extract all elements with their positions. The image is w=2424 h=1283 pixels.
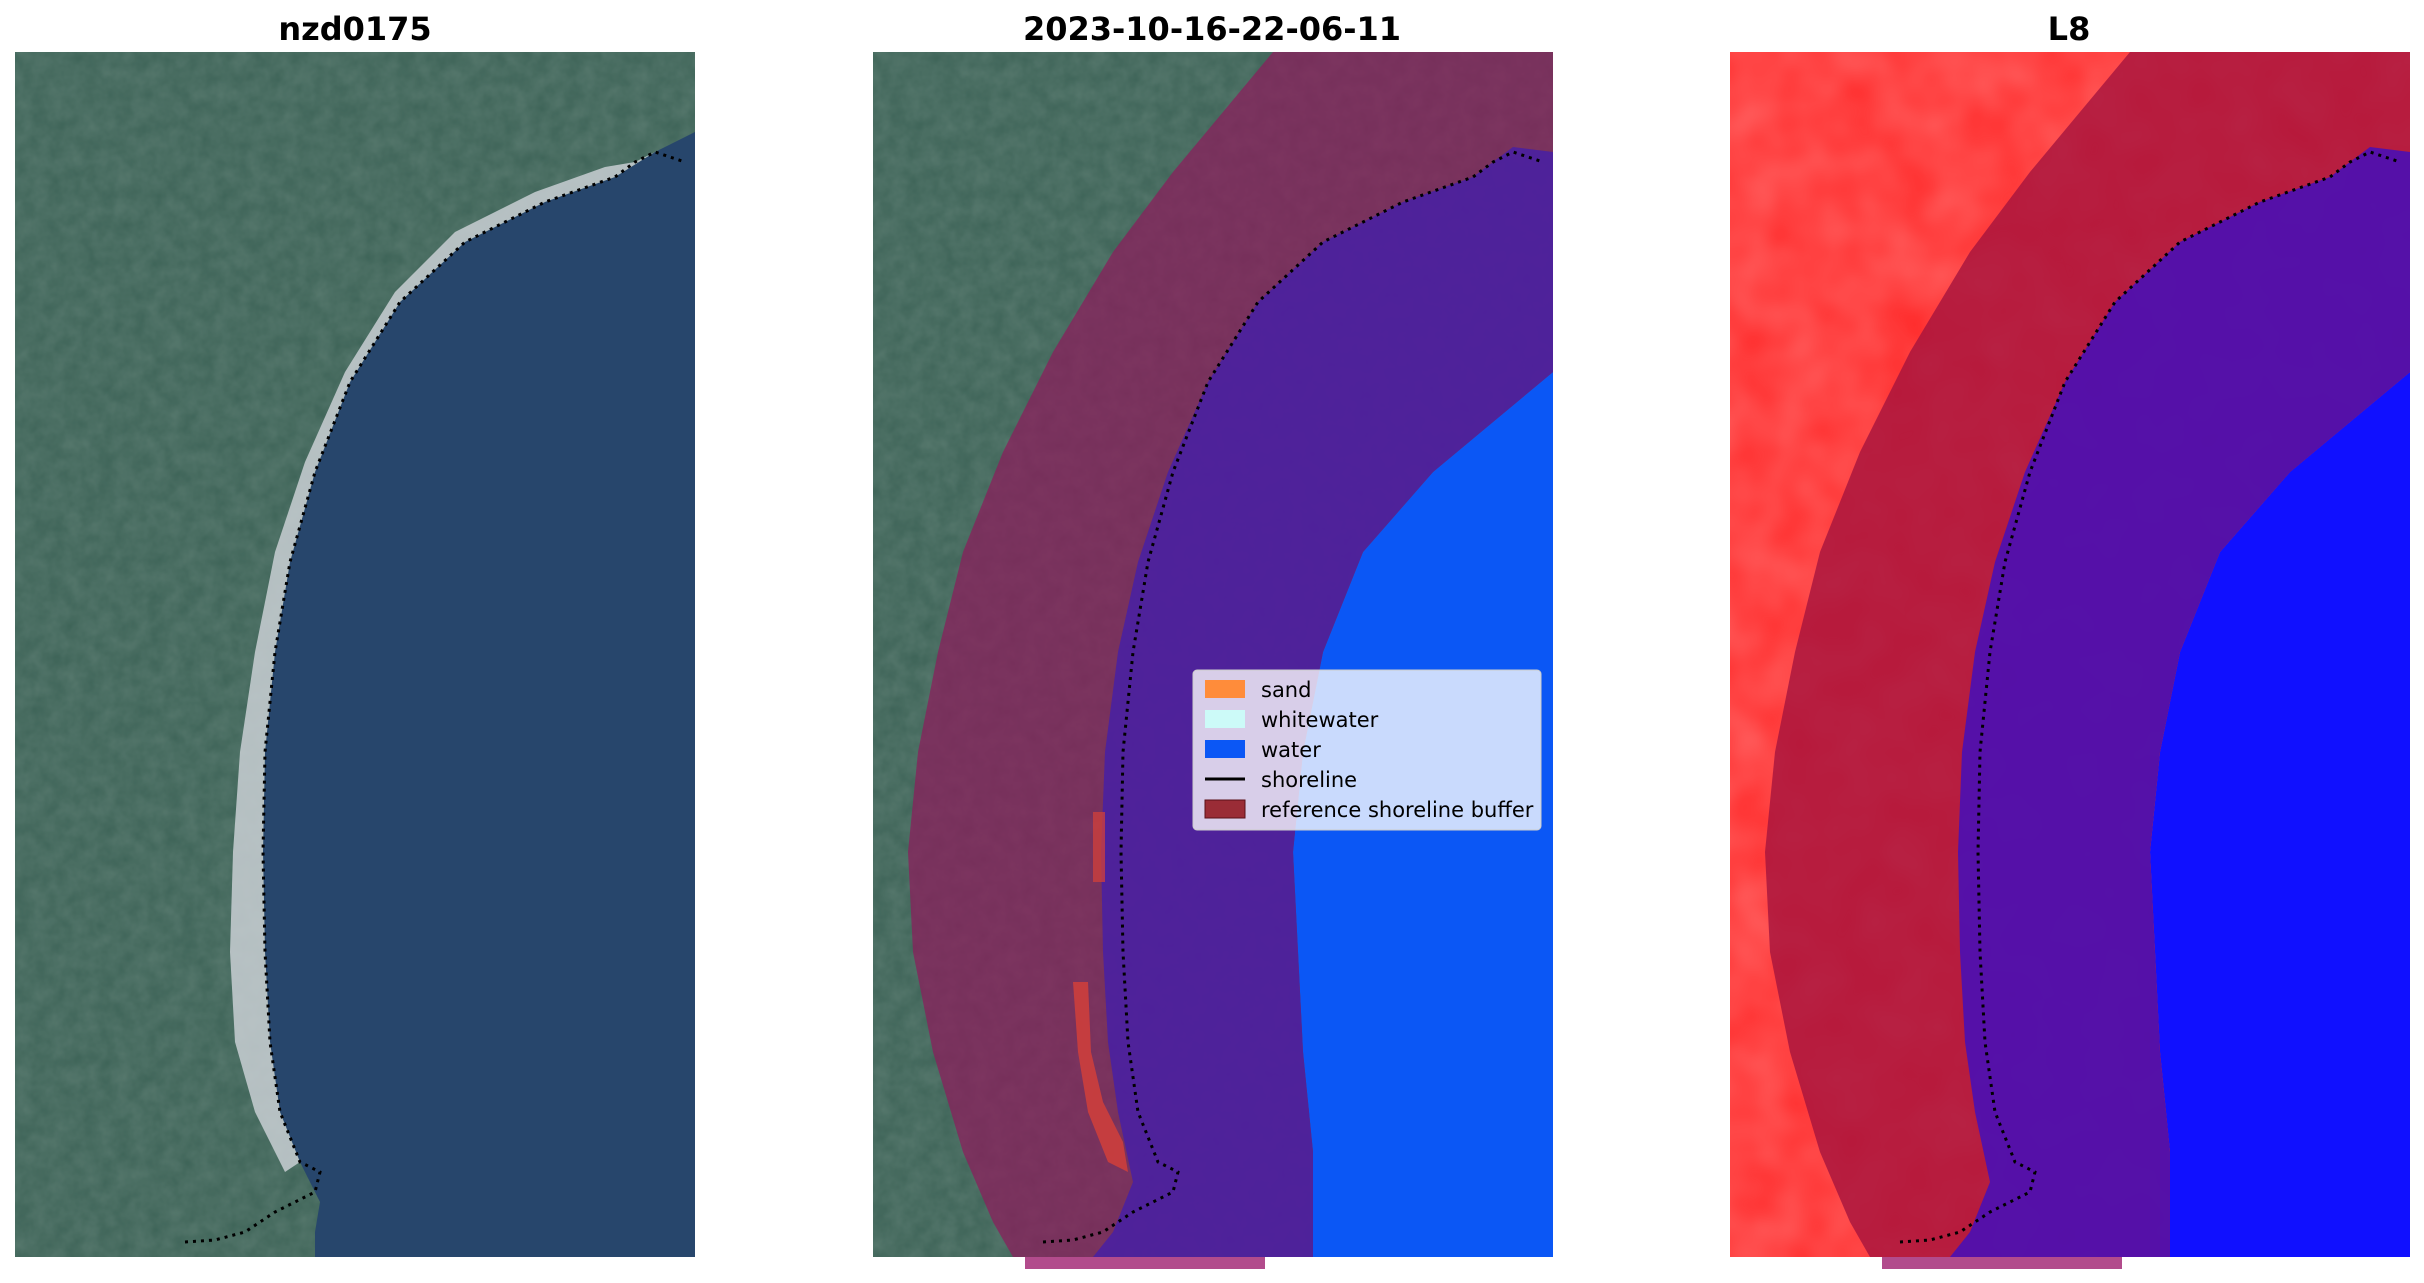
legend: sand whitewater water shoreline referenc… [1192, 669, 1542, 831]
legend-swatch-buffer [1204, 799, 1246, 819]
beach-strip [230, 152, 655, 1172]
legend-box [1192, 669, 1542, 831]
legend-label-buffer: reference shoreline buffer [1261, 798, 1534, 822]
buffer-edge-strip [1882, 1257, 2122, 1269]
classified-image-panel [873, 52, 1553, 1257]
panel-title-1: nzd0175 [278, 10, 431, 48]
index-water [2150, 372, 2410, 1257]
index-image-panel [1730, 52, 2410, 1257]
legend-label-water: water [1261, 738, 1321, 762]
panel-title-3: L8 [2048, 10, 2091, 48]
legend-swatch-sand [1205, 680, 1245, 698]
buffer-water-side [1093, 147, 1553, 1257]
rgb-image-panel [15, 52, 695, 1257]
legend-label-shoreline: shoreline [1261, 768, 1357, 792]
legend-swatch-water [1205, 740, 1245, 758]
buffer-water-side [1950, 147, 2410, 1257]
sand-pixels [1093, 812, 1105, 882]
legend-label-whitewater: whitewater [1261, 708, 1379, 732]
panel-title-2: 2023-10-16-22-06-11 [1023, 10, 1401, 48]
buffer-edge-strip [1025, 1257, 1265, 1269]
legend-label-sand: sand [1261, 678, 1311, 702]
legend-swatch-whitewater [1205, 710, 1245, 728]
ocean-area [263, 132, 695, 1257]
sand-pixels [1073, 982, 1128, 1172]
